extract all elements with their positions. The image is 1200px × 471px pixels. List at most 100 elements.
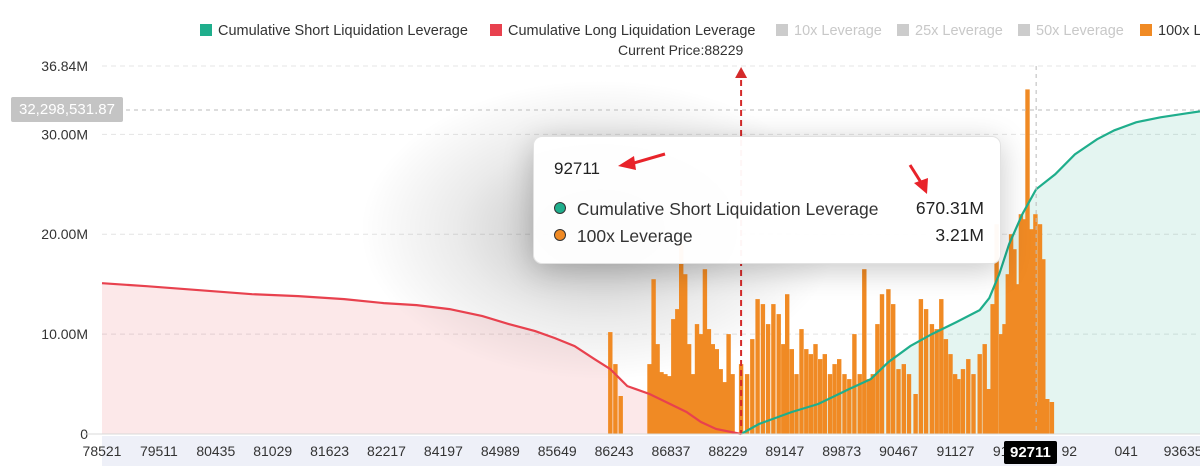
markers: [102, 66, 1200, 434]
current-price-arrow-icon: [735, 67, 748, 78]
bar: [827, 374, 833, 434]
bar: [760, 304, 766, 434]
bar: [808, 354, 814, 434]
bar: [901, 364, 906, 434]
bar: [986, 389, 991, 434]
x-tick-label: 89873: [822, 443, 861, 459]
legend-swatch: [200, 24, 212, 36]
x-tick-label: 82217: [367, 443, 406, 459]
bar: [659, 372, 664, 434]
bar: [842, 374, 847, 434]
bar: [714, 349, 719, 434]
bar: [906, 374, 912, 434]
bar: [952, 374, 958, 434]
cursor-x-badge: 92711: [1004, 441, 1057, 464]
bar: [1022, 219, 1027, 434]
y-tick-label: 30.00M: [41, 126, 88, 142]
cursor-y-badge: 32,298,531.87: [11, 97, 123, 122]
bar: [1002, 324, 1007, 434]
bar: [862, 269, 867, 434]
legend-label: 25x Leverage: [915, 23, 1003, 39]
bar: [857, 374, 862, 434]
series-line: [740, 110, 1200, 435]
x-tick-label: 79511: [140, 443, 178, 459]
x-tick-label: 88229: [708, 443, 747, 459]
bar: [618, 396, 623, 434]
bar: [956, 379, 961, 434]
bar: [785, 294, 790, 434]
bar: [870, 374, 875, 434]
bar: [994, 224, 999, 434]
bar: [934, 329, 939, 434]
bar: [847, 379, 852, 434]
legend-label: Cumulative Short Liquidation Leverage: [218, 23, 468, 39]
current-price-annotation: Current Price:88229: [618, 42, 744, 58]
tooltip-row-label: Cumulative Short Liquidation Leverage: [576, 198, 879, 219]
bar: [694, 324, 700, 434]
bar: [679, 244, 684, 434]
legend-swatch: [897, 24, 909, 36]
bar: [794, 374, 799, 434]
area-fill: [102, 283, 742, 434]
bar: [1005, 274, 1010, 434]
x-tick-label: 80435: [196, 443, 235, 459]
tooltip-row-100x: 100x Leverage 3.21M: [554, 225, 984, 249]
bar: [730, 374, 735, 434]
bar: [913, 394, 918, 434]
bar: [744, 374, 750, 434]
legend-label: 10x Leverage: [794, 23, 882, 39]
y-tick-label: 10.00M: [41, 326, 88, 342]
bar: [613, 364, 618, 434]
x-tick-label: 89147: [765, 443, 804, 459]
bar: [822, 354, 827, 434]
bar: [702, 269, 708, 434]
bar: [943, 339, 949, 434]
bar: [966, 359, 971, 434]
bar: [647, 364, 652, 434]
bar: [1037, 224, 1043, 434]
bar: [960, 369, 966, 434]
bar: [726, 334, 731, 434]
bar: [1033, 214, 1038, 434]
legend-swatch: [776, 24, 788, 36]
bar: [789, 349, 794, 434]
bar: [671, 319, 676, 434]
x-tick-label: 84989: [481, 443, 520, 459]
bar: [655, 344, 660, 434]
bar: [977, 354, 982, 434]
bar: [738, 364, 744, 434]
bar: [1012, 249, 1017, 434]
legend-swatch: [490, 24, 502, 36]
bar: [799, 329, 804, 434]
lines: [101, 110, 1200, 436]
x-tick-label: 90467: [879, 443, 918, 459]
series-line: [101, 282, 742, 436]
bar: [837, 359, 842, 434]
bar: [879, 294, 885, 434]
bar: [982, 344, 987, 434]
legend-swatch: [1018, 24, 1030, 36]
bar: [891, 304, 896, 434]
bar: [923, 309, 929, 434]
x-tick-label: 84197: [424, 443, 463, 459]
bar: [1018, 214, 1024, 434]
x-tick-label: 86243: [595, 443, 634, 459]
tooltip: 92711 Cumulative Short Liquidation Lever…: [533, 136, 1001, 264]
legend-swatch: [1140, 24, 1152, 36]
y-tick-label: 36.84M: [41, 58, 88, 74]
bar: [710, 344, 715, 434]
y-tick-label: 20.00M: [41, 226, 88, 242]
tooltip-row-value: 3.21M: [935, 225, 984, 245]
x-tick-label: 86837: [652, 443, 691, 459]
bar: [776, 314, 781, 434]
bar: [1025, 89, 1030, 435]
bar: [675, 309, 680, 434]
bar: [804, 349, 809, 434]
bar: [866, 379, 872, 434]
bar: [750, 339, 755, 434]
bar: [722, 382, 727, 434]
bar: [1015, 284, 1020, 434]
bar: [1045, 399, 1050, 434]
bar: [971, 374, 976, 434]
